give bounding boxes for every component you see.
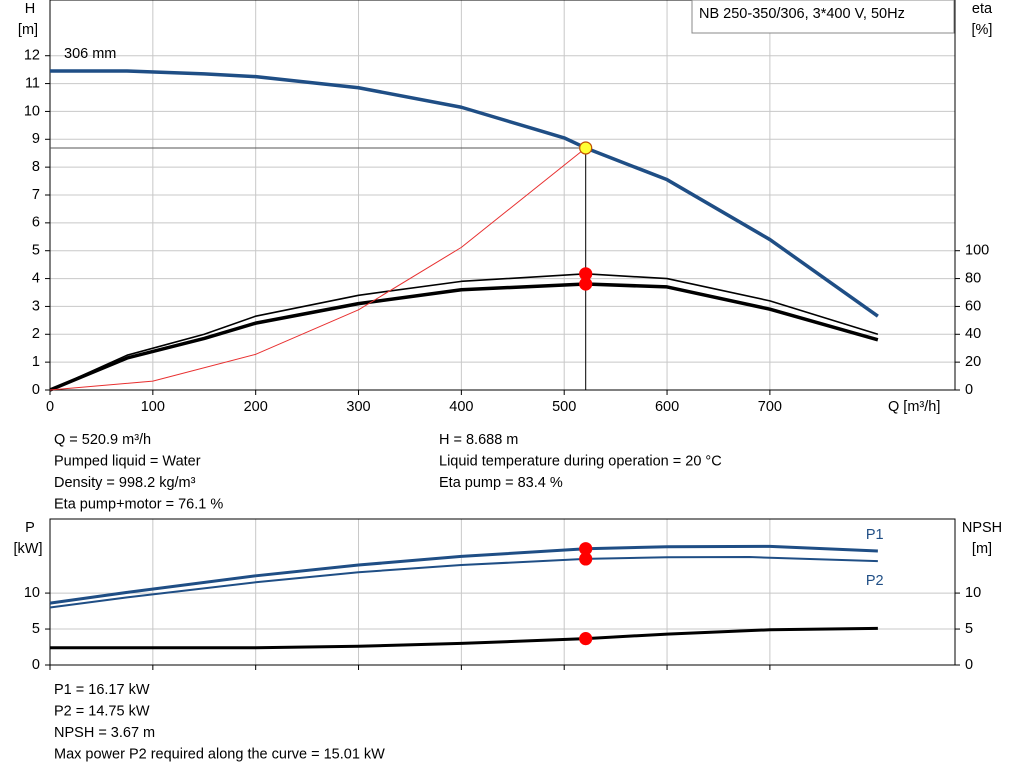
series-label: P1 [866, 527, 884, 543]
title-box [691, 0, 955, 34]
x-tick-label: 100 [141, 399, 165, 415]
chart-title: NB 250-350/306, 3*400 V, 50Hz [699, 6, 905, 22]
info-text: Eta pump = 83.4 % [439, 475, 563, 491]
y2-axis-unit: [m] [972, 541, 992, 557]
info-text: Eta pump+motor = 76.1 % [54, 496, 223, 512]
series-line [49, 273, 879, 391]
y-tick-label: 12 [24, 48, 40, 64]
y-tick-label: 5 [32, 243, 40, 259]
x-tick-label: 700 [758, 399, 782, 415]
info-text: P1 = 16.17 kW [54, 682, 150, 698]
series-line [50, 626, 878, 650]
y2-axis-unit: [%] [972, 22, 993, 38]
series-line [50, 69, 879, 318]
y2-tick-label: 0 [965, 657, 973, 673]
y2-tick-label: 0 [965, 382, 973, 398]
y-tick-label: 0 [32, 657, 40, 673]
series-line [49, 282, 879, 392]
y-tick-label: 3 [32, 298, 40, 314]
y-tick-label: 4 [32, 270, 40, 286]
series-line [49, 544, 878, 605]
y-axis-unit: [kW] [14, 541, 43, 557]
series-line [49, 147, 587, 391]
y2-axis-label: NPSH [962, 520, 1002, 536]
info-text: Density = 998.2 kg/m³ [54, 475, 196, 491]
y-tick-label: 8 [32, 159, 40, 175]
plot-frame [49, 518, 956, 666]
y-tick-label: 7 [32, 187, 40, 203]
x-tick-label: 400 [449, 399, 473, 415]
info-text: Q = 520.9 m³/h [54, 432, 151, 448]
y-tick-label: 5 [32, 621, 40, 637]
series-label: P2 [866, 573, 884, 589]
y-tick-label: 2 [32, 326, 40, 342]
y2-tick-label: 20 [965, 354, 981, 370]
y-tick-label: 10 [24, 103, 40, 119]
x-tick-label: 0 [46, 399, 54, 415]
y-axis-unit: [m] [18, 22, 38, 38]
info-text: NPSH = 3.67 m [54, 725, 155, 741]
operating-point [579, 277, 593, 291]
y2-tick-label: 10 [965, 585, 981, 601]
x-tick-label: 200 [244, 399, 268, 415]
operating-point [579, 632, 593, 646]
operating-point [579, 552, 593, 566]
y2-tick-label: 40 [965, 326, 981, 342]
series-line [49, 556, 878, 609]
info-text: H = 8.688 m [439, 432, 518, 448]
y-tick-label: 0 [32, 382, 40, 398]
x-tick-label: 500 [552, 399, 576, 415]
y2-tick-label: 100 [965, 243, 989, 259]
info-text: Max power P2 required along the curve = … [54, 746, 385, 762]
info-text: Liquid temperature during operation = 20… [439, 453, 722, 469]
y2-tick-label: 5 [965, 621, 973, 637]
y2-tick-label: 60 [965, 298, 981, 314]
info-text: P2 = 14.75 kW [54, 703, 150, 719]
annotation: 306 mm [64, 46, 116, 62]
x-tick-label: 300 [346, 399, 370, 415]
y-tick-label: 1 [32, 354, 40, 370]
y-tick-label: 9 [32, 131, 40, 147]
y-tick-label: 11 [25, 75, 40, 91]
y-tick-label: 6 [32, 215, 40, 231]
operating-point [579, 141, 593, 155]
x-axis-label: Q [m³/h] [888, 399, 940, 415]
y-axis-label: H [25, 1, 35, 17]
y-tick-label: 10 [24, 585, 40, 601]
plot-frame [49, 0, 956, 391]
info-text: Pumped liquid = Water [54, 453, 201, 469]
y2-tick-label: 80 [965, 270, 981, 286]
y-axis-label: P [25, 520, 35, 536]
x-tick-label: 600 [655, 399, 679, 415]
y2-axis-label: eta [972, 1, 993, 17]
